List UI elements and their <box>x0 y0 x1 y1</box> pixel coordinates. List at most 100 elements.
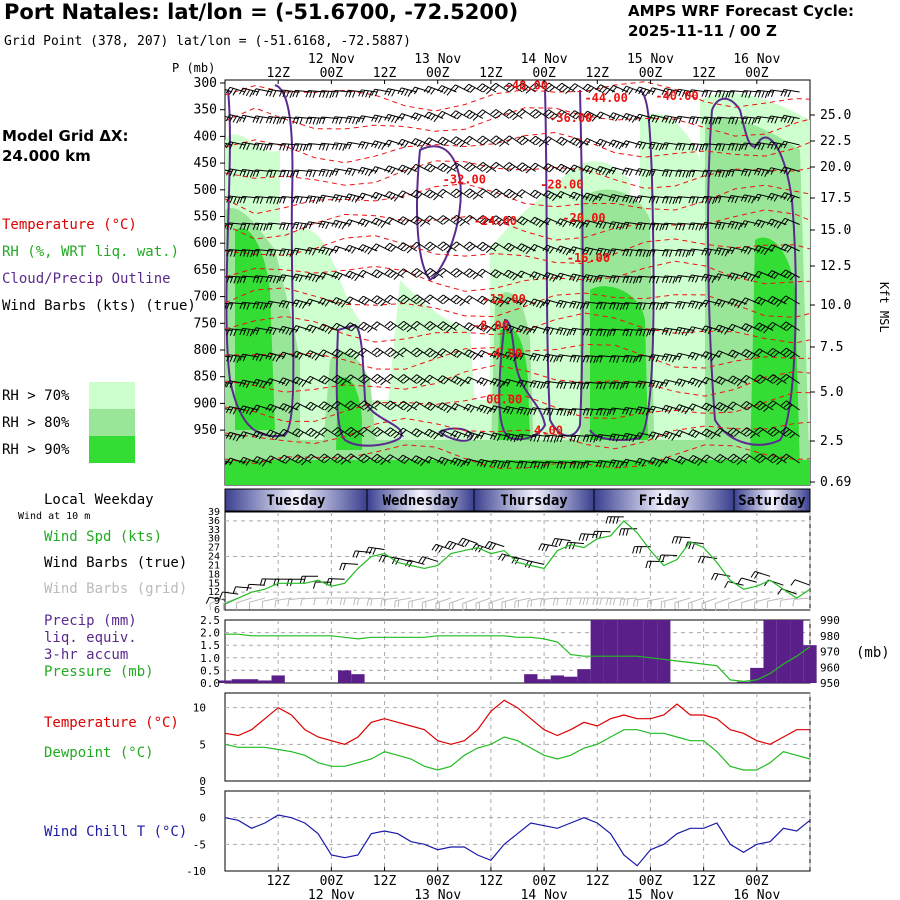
wind-barb <box>410 112 431 122</box>
wind-barb <box>674 378 695 388</box>
wind-barb <box>344 322 365 332</box>
wind-tick-label: 36 <box>208 516 220 527</box>
pressure-tick-label: 900 <box>194 396 217 411</box>
wind-barb <box>331 348 352 359</box>
wind-barb <box>501 597 518 610</box>
wind-barb <box>661 195 681 205</box>
wind-barb <box>621 85 642 95</box>
wind-barb <box>661 327 681 336</box>
wind-barb <box>556 327 576 337</box>
isotherm-label: -28.00 <box>540 178 583 192</box>
chill-tick-label: 0 <box>199 812 206 825</box>
top-hour-label: 12Z <box>266 66 290 81</box>
wind-barb <box>398 320 418 333</box>
wind-barb <box>411 320 431 331</box>
wind-barb <box>754 597 771 610</box>
wind-barb <box>239 168 259 178</box>
wind-barb <box>740 168 761 177</box>
wind-barb <box>648 405 668 414</box>
wind-barb <box>727 220 747 230</box>
wind-barb <box>635 113 655 122</box>
wind-barb <box>582 460 602 469</box>
height-tick-label: 22.5 <box>820 134 851 149</box>
wind-barb <box>371 373 391 386</box>
wind-barb <box>538 543 558 552</box>
pressure-units: (mb) <box>856 645 890 661</box>
wind-barb <box>543 82 563 93</box>
surface-wind-barbs <box>205 516 811 604</box>
wind-barb <box>424 215 444 225</box>
weekday-label: Saturday <box>738 493 806 509</box>
wind-barb <box>646 597 664 608</box>
wind-barb <box>384 242 404 253</box>
wind-chill-panel-frame <box>224 790 811 872</box>
dewpoint-series-label: Dewpoint (°C) <box>44 745 154 761</box>
wind-barb <box>516 82 536 94</box>
wind-barb <box>582 434 602 443</box>
wind-barb <box>252 378 272 389</box>
wind-barb <box>278 454 299 465</box>
wind-barb <box>423 455 444 464</box>
wind-barb <box>503 82 523 93</box>
wind-barb <box>621 113 642 123</box>
wind-barb <box>621 167 642 176</box>
wind-barb <box>476 404 497 415</box>
wind-barb <box>225 142 233 148</box>
wind-barb <box>225 382 233 388</box>
wind-barb <box>357 218 378 228</box>
precip-bar <box>218 680 232 683</box>
wind-barb <box>437 162 457 174</box>
wind-barb <box>767 89 787 98</box>
wind-barb <box>595 407 615 417</box>
wind-barb <box>279 222 299 231</box>
wind-barb <box>225 431 246 442</box>
height-tick-label: 0.69 <box>820 475 851 490</box>
wind-barb <box>648 301 668 311</box>
wind-barb <box>331 400 352 411</box>
rh70-area <box>640 113 700 485</box>
wind-barb <box>674 429 695 438</box>
wind-barb <box>516 379 536 388</box>
wind-barb <box>252 327 272 335</box>
wind-barb <box>661 115 681 125</box>
temperature-panel: 0 5 10 Temperature (°C) Dewpoint (°C) <box>44 692 811 788</box>
wind-barb <box>225 457 246 466</box>
wind-barb <box>605 516 624 524</box>
wind-barb <box>345 426 365 439</box>
wind-barb <box>622 354 642 364</box>
top-hour-label: 12Z <box>479 66 503 81</box>
wind-barb <box>740 194 761 204</box>
wind-barb <box>232 586 252 594</box>
wind-barb <box>753 193 774 202</box>
wind-barb <box>239 114 259 123</box>
wind-barb <box>331 245 351 254</box>
wind-barb <box>555 190 576 199</box>
wind-barb <box>675 275 695 283</box>
wind-barb <box>265 403 285 413</box>
wind-barb <box>265 115 285 125</box>
bottom-hour-label: 12Z <box>479 874 503 889</box>
bottom-hour-label: 12Z <box>373 874 397 889</box>
wind-barb <box>503 135 523 146</box>
wind-barb <box>464 188 484 200</box>
wind-barb <box>331 142 351 151</box>
wind-barb <box>516 460 536 469</box>
wind-barb <box>384 165 404 175</box>
wind-barb <box>344 115 365 125</box>
wind-chill-panel: -10 -5 0 5 Wind Chill T (°C) <box>44 785 811 878</box>
wind-barb <box>397 242 418 254</box>
isotherm-label: -12.00 <box>483 292 526 306</box>
wind-barb <box>279 89 299 98</box>
wind-barb <box>462 597 478 611</box>
pressure-tick-label: 300 <box>194 76 217 91</box>
wind-barb <box>384 321 404 331</box>
wind-barb <box>344 219 365 227</box>
precip-bar <box>550 675 565 683</box>
wind-barb <box>371 400 391 411</box>
isotherm <box>225 160 810 189</box>
wind-barb <box>279 169 299 178</box>
precip-bar <box>244 679 259 683</box>
wind-barb <box>331 271 351 281</box>
wind-barb <box>687 377 708 388</box>
wind-barb <box>714 298 734 308</box>
